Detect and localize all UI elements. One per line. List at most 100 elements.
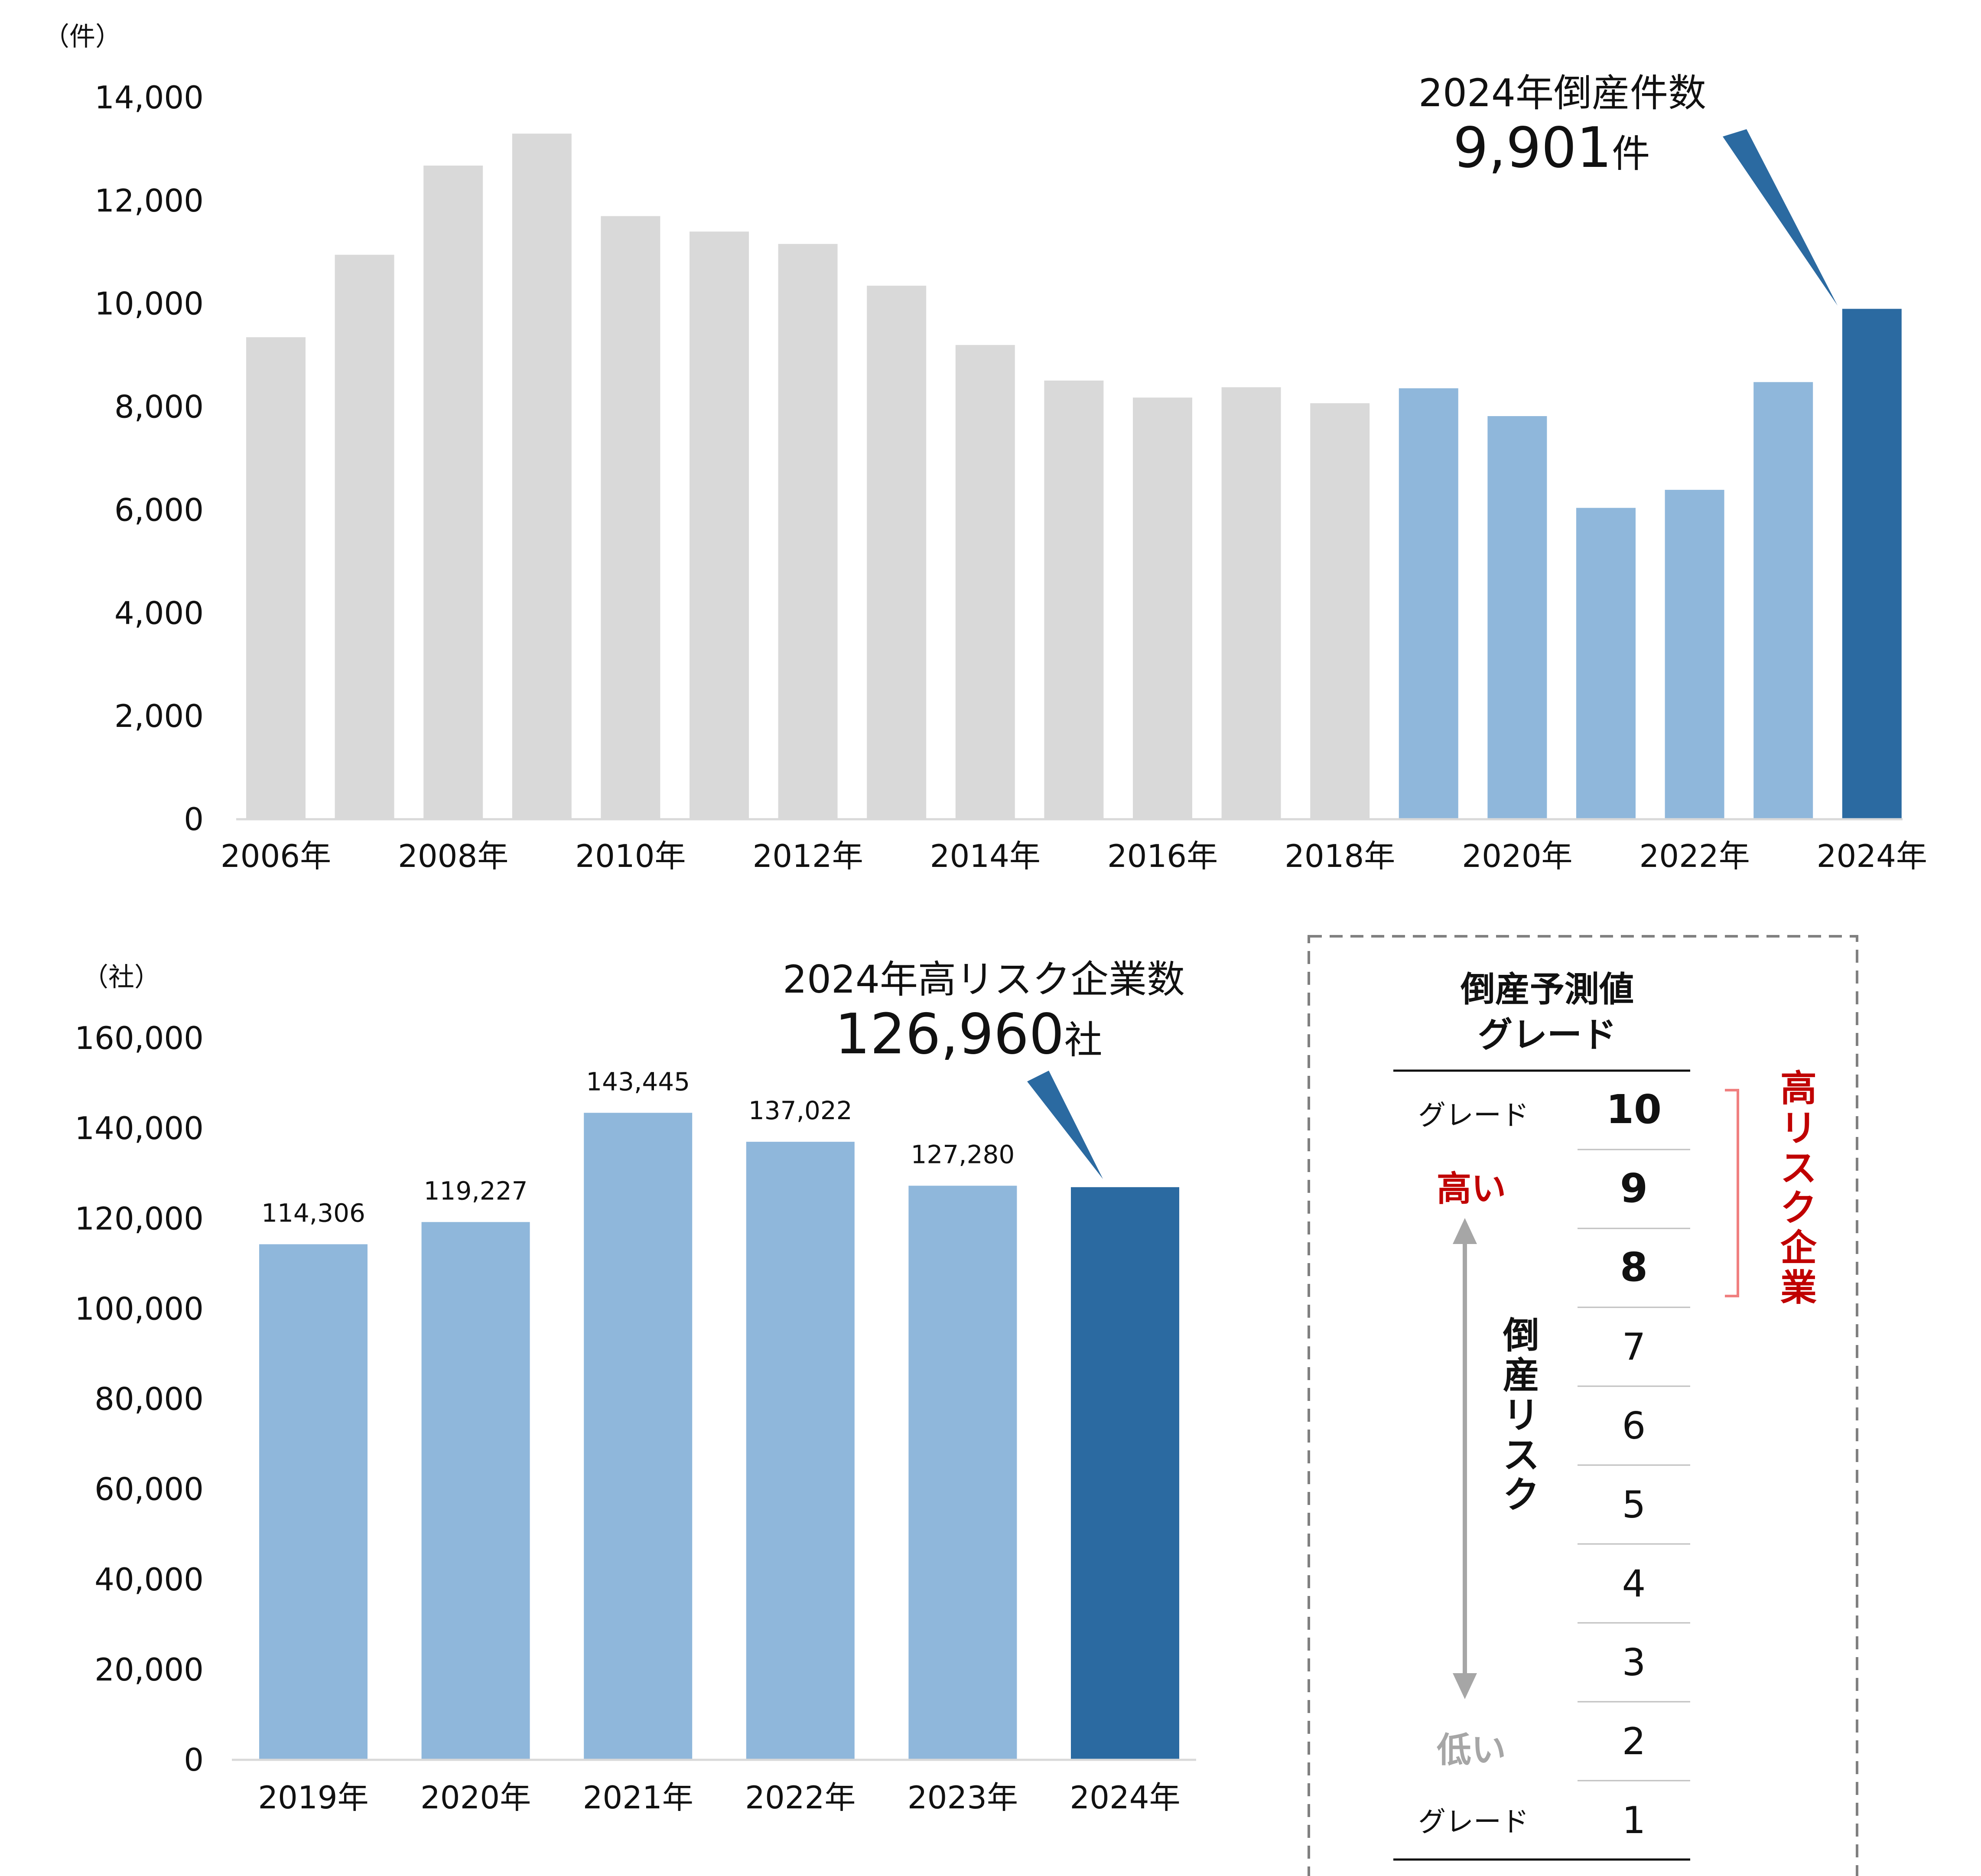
top-bar — [867, 286, 927, 819]
legend-high-risk-bracket — [1725, 1089, 1739, 1297]
top-chart-x-axis: 2006年 2008年 2010年 2012年 2014年 2016年 2018年 2020年… — [221, 838, 1927, 874]
top-callout-pointer — [1723, 129, 1838, 306]
bottom-callout-pointer — [1027, 1071, 1103, 1179]
bottom-chart-y-axis: 0 20,000 40,000 60,000 80,000 100,000 120,000 1… — [75, 1020, 204, 1778]
top-callout-value: 9,901 — [1453, 116, 1612, 180]
legend-grade-value: 4 — [1622, 1562, 1646, 1606]
bottom-y-tick-label: 20,000 — [94, 1651, 204, 1688]
bottom-y-tick-label: 80,000 — [94, 1381, 204, 1417]
top-callout-suffix: 件 — [1612, 131, 1650, 176]
legend-title-line1: 倒産予測値 — [1460, 969, 1634, 1010]
top-x-tick-label: 2016年 — [1107, 838, 1218, 874]
top-x-tick-label: 2006年 — [221, 838, 331, 874]
bottom-data-label: 127,280 — [911, 1140, 1015, 1169]
legend-high-risk-label: 高リスク企業 — [1780, 1067, 1817, 1309]
top-bar — [246, 337, 306, 820]
bottom-bar — [259, 1244, 368, 1760]
top-bar — [1044, 380, 1104, 819]
bottom-y-tick-label: 120,000 — [75, 1200, 204, 1237]
top-x-tick-label: 2022年 — [1639, 838, 1750, 874]
bottom-data-label: 143,445 — [586, 1067, 690, 1096]
top-x-tick-label: 2024年 — [1817, 838, 1927, 874]
bottom-chart-callout: 2024年高リスク企業数 126,960社 — [783, 957, 1185, 1179]
bottom-bar — [746, 1142, 855, 1760]
top-bar — [1842, 309, 1902, 819]
top-chart-unit-label: （件） — [43, 22, 121, 52]
top-y-tick-label: 8,000 — [114, 389, 204, 425]
legend-grade-word-bottom: グレード — [1418, 1806, 1529, 1838]
top-x-tick-label: 2018年 — [1285, 838, 1395, 874]
bottom-x-tick-label: 2023年 — [908, 1779, 1018, 1816]
legend-border — [1308, 935, 1858, 1876]
top-y-tick-label: 10,000 — [94, 286, 204, 322]
bottom-callout-suffix: 社 — [1064, 1018, 1103, 1062]
legend-grade-word-top: グレード — [1418, 1100, 1529, 1132]
top-bar — [1753, 382, 1813, 819]
bottom-data-label: 114,306 — [261, 1199, 365, 1228]
top-y-tick-label: 0 — [184, 801, 204, 837]
top-y-tick-label: 2,000 — [114, 698, 204, 734]
bottom-y-tick-label: 40,000 — [94, 1561, 204, 1598]
top-callout-title: 2024年倒産件数 — [1418, 71, 1706, 115]
top-bar — [1487, 416, 1547, 819]
legend-grade-value: 2 — [1622, 1720, 1646, 1763]
top-chart-callout: 2024年倒産件数 9,901件 — [1418, 71, 1838, 306]
legend-grade-list: 10 9 8 7 6 5 4 3 2 1 — [1578, 1086, 1690, 1842]
legend-grade-value: 5 — [1622, 1483, 1646, 1527]
legend-grade-value: 6 — [1622, 1404, 1646, 1448]
top-bar — [335, 254, 394, 819]
bottom-chart-bars — [259, 1113, 1179, 1760]
legend-risk-arrow — [1453, 1218, 1477, 1699]
bottom-chart-x-axis: 2019年 2020年 2021年 2022年 2023年 2024年 — [258, 1779, 1180, 1816]
bottom-x-tick-label: 2021年 — [583, 1779, 693, 1816]
bottom-bar — [1071, 1187, 1179, 1760]
top-bar — [423, 165, 483, 819]
bottom-x-tick-label: 2020年 — [420, 1779, 531, 1816]
legend-high-label: 高い — [1437, 1169, 1506, 1209]
bottom-callout-value: 126,960 — [835, 1002, 1064, 1067]
top-bar — [512, 134, 572, 819]
legend-grade-value: 9 — [1620, 1165, 1648, 1212]
top-bar — [690, 231, 749, 819]
legend-grade-value: 10 — [1606, 1086, 1662, 1133]
legend-title-line2: グレード — [1478, 1015, 1617, 1055]
top-bar — [778, 244, 838, 820]
bottom-bar — [584, 1113, 693, 1760]
top-bar — [1133, 397, 1192, 819]
bankruptcy-count-chart: （件） 0 2,000 4,000 6,000 8,000 10,000 12,000 14,… — [43, 22, 1927, 874]
bottom-chart-data-labels: 114,306 119,227 143,445 137,022 127,280 — [261, 1067, 1015, 1228]
legend-grade-value: 8 — [1620, 1244, 1648, 1290]
bottom-x-tick-label: 2024年 — [1070, 1779, 1180, 1816]
top-bar — [1576, 508, 1636, 819]
high-risk-company-chart: （社） 0 20,000 40,000 60,000 80,000 100,000 120,… — [75, 957, 1196, 1816]
grade-legend-box: 倒産予測値 グレード 10 9 8 7 6 5 4 3 2 1 グレード グレード 高い 低い 倒… — [1308, 935, 1858, 1876]
top-x-tick-label: 2008年 — [398, 838, 508, 874]
top-chart-bars — [246, 134, 1902, 820]
top-x-tick-label: 2020年 — [1462, 838, 1572, 874]
top-bar — [1399, 388, 1458, 819]
top-x-tick-label: 2014年 — [930, 838, 1041, 874]
top-y-tick-label: 12,000 — [94, 182, 204, 219]
legend-grade-value: 1 — [1622, 1799, 1646, 1842]
legend-grade-value: 7 — [1622, 1326, 1646, 1369]
bottom-y-tick-label: 140,000 — [75, 1110, 204, 1146]
bottom-x-tick-label: 2019年 — [258, 1779, 368, 1816]
top-y-tick-label: 6,000 — [114, 492, 204, 528]
top-y-tick-label: 14,000 — [94, 79, 204, 116]
top-bar — [1665, 490, 1724, 819]
legend-grade-value: 3 — [1622, 1641, 1646, 1684]
top-bar — [601, 216, 660, 820]
bottom-y-tick-label: 100,000 — [75, 1290, 204, 1327]
top-bar — [955, 345, 1015, 819]
top-bar — [1221, 387, 1281, 819]
bottom-callout-value-line: 126,960社 — [835, 1002, 1102, 1067]
bottom-bar — [421, 1222, 530, 1760]
top-bar — [1310, 403, 1370, 819]
bottom-data-label: 119,227 — [424, 1176, 528, 1205]
top-chart-y-axis: 0 2,000 4,000 6,000 8,000 10,000 12,000 14,000 — [94, 79, 204, 837]
bottom-chart-unit-label: （社） — [82, 962, 160, 993]
bottom-y-tick-label: 60,000 — [94, 1471, 204, 1508]
top-x-tick-label: 2012年 — [752, 838, 863, 874]
bottom-data-label: 137,022 — [748, 1096, 852, 1125]
